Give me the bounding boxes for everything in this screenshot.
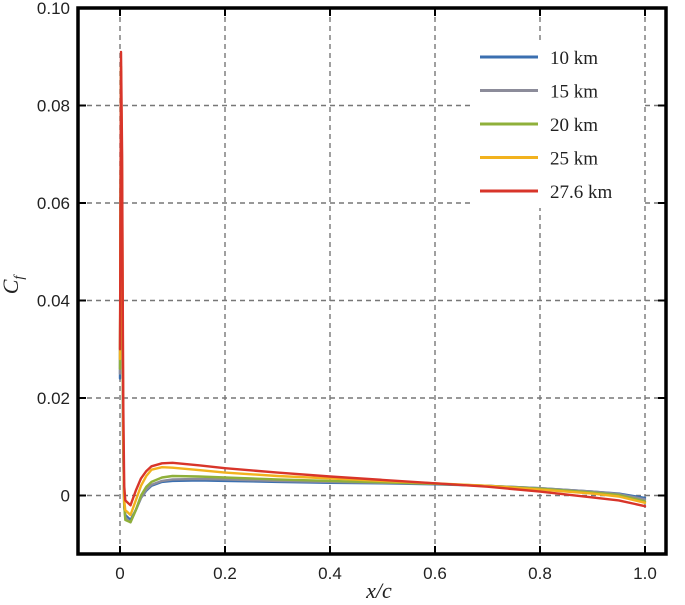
x-tick-label: 0.8: [528, 564, 552, 583]
legend-label-4: 25 km: [550, 149, 598, 170]
series-line-5: [118, 50, 647, 508]
legend-label-2: 15 km: [550, 82, 598, 103]
y-tick-label: 0.08: [37, 97, 70, 116]
x-tick-label: 0.6: [423, 564, 447, 583]
legend-label-3: 20 km: [550, 115, 598, 136]
plot-frame: [76, 6, 668, 556]
legend: 10 km 15 km 20 km 25 km 27.6 km: [474, 40, 642, 208]
y-tick-label: 0: [61, 487, 70, 506]
x-tick-label: 1.0: [633, 564, 657, 583]
series-lines: [118, 50, 647, 524]
y-tick-label: 0.06: [37, 194, 70, 213]
legend-label-5: 27.6 km: [550, 182, 613, 203]
y-tick-label: 0.02: [37, 389, 70, 408]
x-axis-title: x/c: [365, 578, 392, 603]
x-tick-label: 0: [115, 564, 124, 583]
y-tick-label: 0.10: [37, 0, 70, 18]
y-tick-label: 0.04: [37, 292, 70, 311]
legend-label-1: 10 km: [550, 48, 598, 69]
tick-labels: 0 0.2 0.4 0.6 0.8 1.0 0 0.02 0.04 0.06 0.08 0.10: [37, 0, 657, 583]
axis-ticks: [78, 7, 666, 554]
x-tick-label: 0.2: [213, 564, 237, 583]
y-axis-title: Cf: [0, 274, 27, 295]
x-tick-label: 0.4: [318, 564, 342, 583]
